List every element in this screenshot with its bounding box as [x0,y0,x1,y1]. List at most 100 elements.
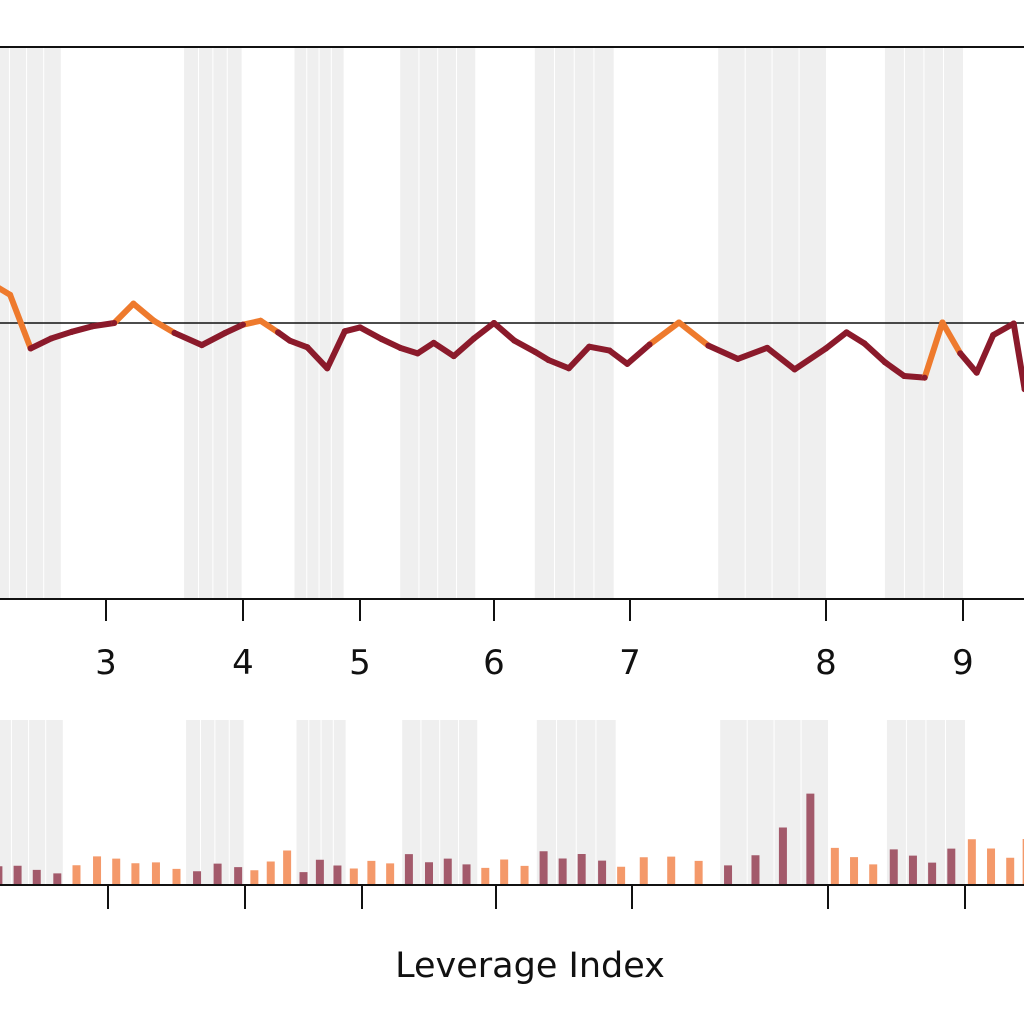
line-segment [881,359,908,379]
line-point [939,319,946,326]
line-point [1021,386,1024,393]
bar [481,867,490,885]
line-point [68,328,75,335]
line-point [27,345,34,352]
line-segment [111,300,137,326]
bar [32,869,41,885]
bar [213,863,222,885]
bar [520,865,529,885]
line-point [676,319,682,326]
line-point [545,356,552,363]
line-segment [397,344,421,357]
x-tick-label-7: 7 [619,643,641,683]
line-point [150,317,157,324]
bar [386,863,395,885]
line-point [491,320,497,326]
line-segment [378,336,404,351]
line-segment [705,342,741,362]
line-point [531,348,538,355]
line-point [48,335,55,342]
line-point [990,332,997,339]
line-chart-panel: 3 4 5 6 7 8 9 [0,46,1024,683]
line-segment [286,337,311,351]
line-segment [1010,320,1024,393]
line-point [606,347,613,354]
line-segment [957,350,980,376]
x-tick-label-9: 9 [952,643,974,683]
line-point [198,342,205,349]
bar [1022,839,1024,885]
bar [850,857,859,885]
line-point [357,324,363,331]
line-segment [990,320,1017,339]
bar [947,848,956,885]
line-point [341,328,348,335]
line-segment [68,323,96,335]
x-tick-label-5: 5 [349,643,371,683]
bar [0,866,3,885]
bar [131,863,140,885]
line-segment [791,345,829,373]
line-point [624,360,631,367]
line-point [791,366,798,373]
bar [349,868,358,885]
line-point [861,340,868,347]
line-segment [624,341,653,367]
line-segment [843,329,868,347]
line-point [430,339,437,346]
line-point [257,317,264,324]
line-segment [511,337,538,355]
line-point [240,321,246,328]
line-point [7,291,14,298]
line-point [286,337,293,344]
line-point [921,374,928,381]
bar [967,839,976,885]
bar [667,856,676,885]
bar [234,867,243,885]
line-segment [304,344,331,372]
line-segment [491,320,518,344]
line-segment [27,335,55,352]
line-point [378,336,385,343]
line-segment [198,329,229,349]
bar [93,856,102,885]
line-segment [89,320,118,330]
bar [283,850,292,885]
line-segment [734,344,771,362]
shaded-band-1 [0,720,63,885]
bar [250,870,259,885]
x-axis-label: Leverage Index [395,946,665,986]
line-point [881,359,888,366]
bar [694,860,703,885]
line-point [705,342,712,349]
bar [112,858,121,885]
bar [72,865,81,885]
x-tick-label-8: 8 [815,643,837,683]
bar [539,851,548,885]
line-point [111,320,118,326]
bar [908,855,917,885]
line-segment [430,339,457,360]
bar [577,854,586,885]
line-segment [414,339,437,357]
line-point [511,337,518,344]
bar [13,865,22,885]
line-point [222,329,229,336]
bar [367,860,376,885]
line-point [586,343,593,350]
bar [53,873,62,885]
bar [987,848,996,885]
bar [639,857,648,885]
line-point [171,329,178,336]
bar [172,868,181,885]
line-segment [823,329,850,352]
line-point [130,300,137,307]
line-segment [646,319,682,348]
bar [151,862,160,885]
bar [266,861,275,885]
line-segment [222,321,246,336]
bar [500,859,509,885]
line-point [901,372,908,379]
line-point [957,350,964,357]
line-point [89,323,96,330]
